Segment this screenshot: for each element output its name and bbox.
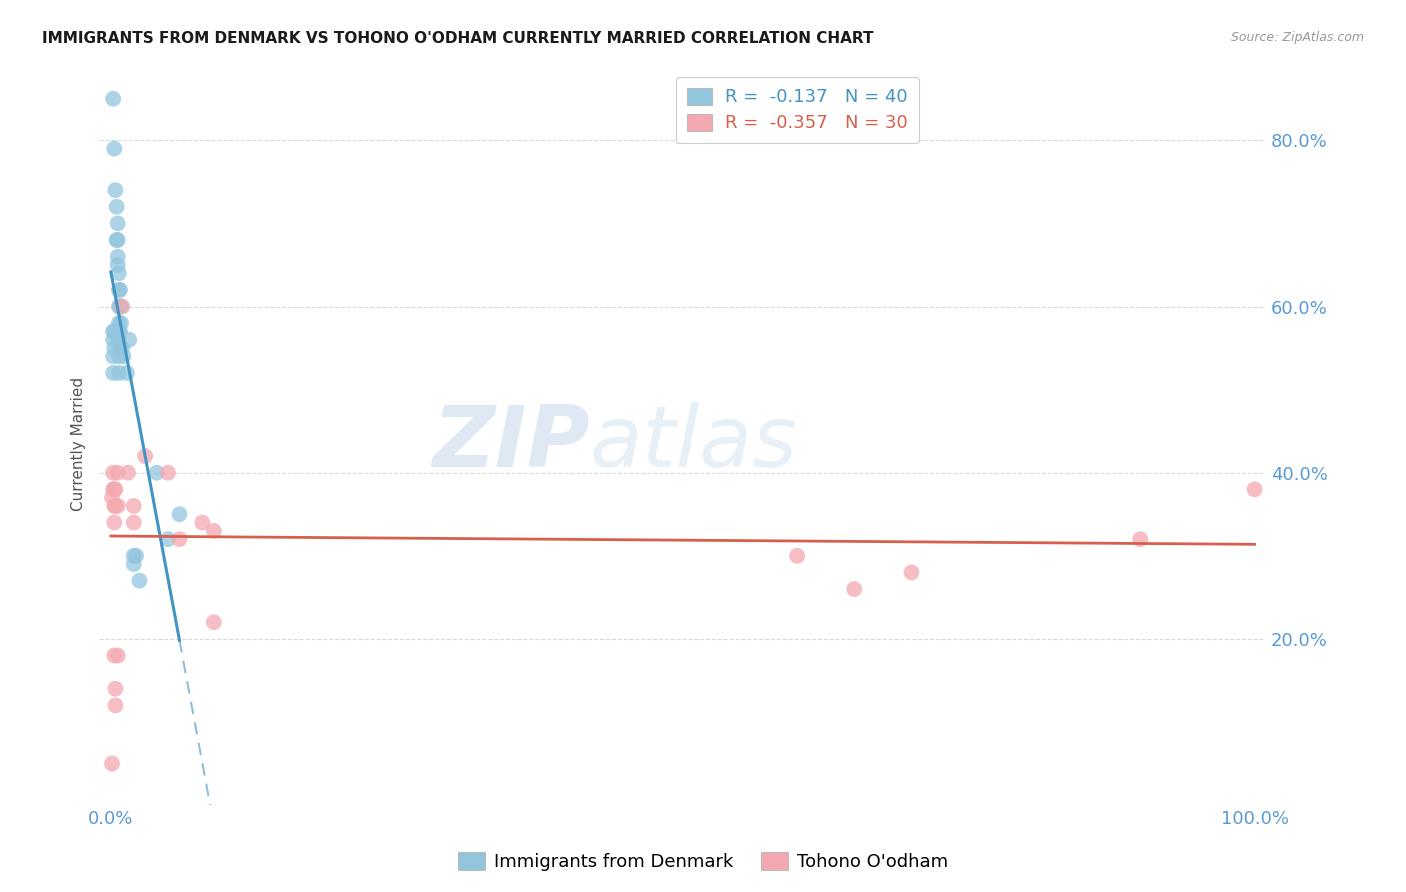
Point [110,316,132,330]
Point [786,549,808,563]
Point [108,341,131,355]
Point [110,300,132,314]
Point [157,532,180,546]
Point [104,681,127,696]
Point [108,325,131,339]
Point [107,648,129,663]
Point [1129,532,1152,546]
Point [101,491,124,505]
Point [117,466,139,480]
Point [122,549,145,563]
Legend: Immigrants from Denmark, Tohono O'odham: Immigrants from Denmark, Tohono O'odham [451,846,955,879]
Point [202,524,225,538]
Point [101,366,124,380]
Point [107,499,129,513]
Point [128,574,150,588]
Point [1243,483,1265,497]
Text: Source: ZipAtlas.com: Source: ZipAtlas.com [1230,31,1364,45]
Point [112,350,135,364]
Point [101,333,124,347]
Point [103,499,125,513]
Point [125,549,148,563]
Point [107,233,129,247]
Point [900,566,922,580]
Point [145,466,167,480]
Point [122,516,145,530]
Point [111,300,134,314]
Legend: R =  -0.137   N = 40, R =  -0.357   N = 30: R = -0.137 N = 40, R = -0.357 N = 30 [676,77,918,144]
Point [115,366,138,380]
Point [101,466,124,480]
Y-axis label: Currently Married: Currently Married [72,376,86,511]
Point [202,615,225,630]
Point [122,557,145,571]
Point [101,483,124,497]
Text: atlas: atlas [589,402,797,485]
Point [107,466,129,480]
Point [104,483,127,497]
Point [108,283,131,297]
Point [169,508,191,522]
Point [844,582,866,596]
Point [108,325,131,339]
Point [103,648,125,663]
Point [108,300,131,314]
Point [103,483,125,497]
Text: ZIP: ZIP [432,402,589,485]
Point [108,300,131,314]
Point [103,341,125,355]
Point [104,499,127,513]
Point [108,350,131,364]
Point [108,283,131,297]
Point [191,516,214,530]
Point [107,216,129,230]
Point [108,266,131,280]
Point [122,499,145,513]
Point [103,516,125,530]
Point [118,333,141,347]
Point [101,756,124,771]
Point [105,233,128,247]
Point [104,698,127,713]
Point [108,333,131,347]
Point [103,142,125,156]
Point [107,258,129,272]
Point [107,250,129,264]
Text: IMMIGRANTS FROM DENMARK VS TOHONO O'ODHAM CURRENTLY MARRIED CORRELATION CHART: IMMIGRANTS FROM DENMARK VS TOHONO O'ODHA… [42,31,873,46]
Point [103,325,125,339]
Point [157,466,180,480]
Point [134,449,156,463]
Point [104,183,127,197]
Point [101,92,124,106]
Point [105,200,128,214]
Point [101,325,124,339]
Point [101,350,124,364]
Point [169,532,191,546]
Point [108,316,131,330]
Point [111,341,134,355]
Point [108,366,131,380]
